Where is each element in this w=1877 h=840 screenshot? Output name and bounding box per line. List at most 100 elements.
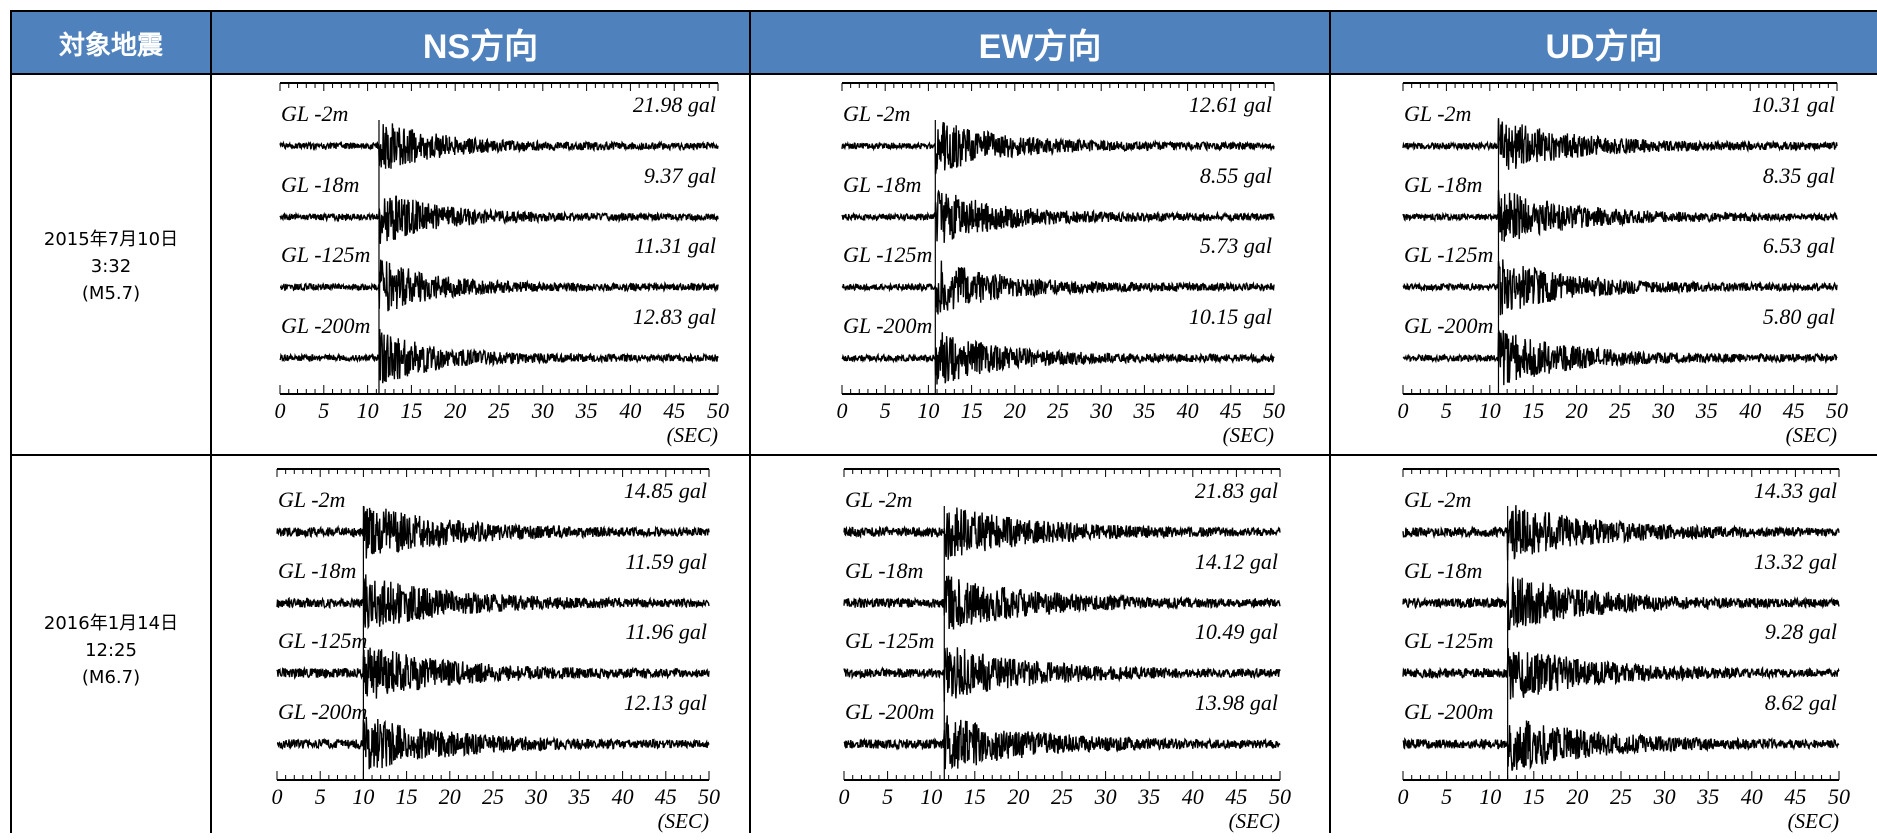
x-tick-label: 30	[524, 784, 547, 809]
seismic-trace	[279, 259, 719, 312]
x-tick-label: 50	[707, 398, 729, 423]
table-col-divider-3	[1329, 10, 1331, 833]
depth-label: GL -18m	[278, 558, 356, 583]
depth-label: GL -200m	[845, 699, 934, 724]
depth-label: GL -125m	[281, 242, 370, 267]
depth-label: GL -125m	[843, 242, 932, 267]
x-tick-label: 35	[1695, 398, 1718, 423]
x-tick-label: 35	[1137, 784, 1160, 809]
event-magnitude: (M5.7)	[81, 283, 141, 304]
x-tick-label: 50	[698, 784, 720, 809]
peak-acceleration-label: 10.31 gal	[1752, 92, 1835, 117]
x-tick-label: 10	[917, 398, 939, 423]
x-tick-label: 45	[1783, 398, 1805, 423]
seismic-trace	[276, 716, 710, 770]
event-time: 3:32	[90, 256, 132, 277]
x-tick-label: 15	[396, 784, 418, 809]
seismogram-panel-2015-ew: 0 5 10 15 20 25 30 35 40 45 50(SEC) GL -2m 12.61 gal…	[837, 82, 1285, 447]
peak-acceleration-label: 9.28 gal	[1765, 619, 1837, 644]
x-tick-label: 40	[1739, 398, 1761, 423]
depth-label: GL -2m	[1404, 101, 1471, 126]
x-tick-label: 50	[1826, 398, 1848, 423]
x-tick-label: 25	[1610, 784, 1632, 809]
depth-label: GL -125m	[1404, 628, 1493, 653]
table-border-left	[10, 10, 12, 833]
seismic-trace	[279, 195, 719, 244]
x-tick-label: 30	[1089, 398, 1112, 423]
peak-acceleration-label: 9.37 gal	[644, 163, 716, 188]
x-tick-label: 5	[318, 398, 329, 423]
seismic-trace	[841, 332, 1275, 385]
peak-acceleration-label: 10.15 gal	[1189, 304, 1272, 329]
seismic-trace	[843, 575, 1281, 630]
depth-label: GL -200m	[278, 699, 367, 724]
seismic-trace	[841, 122, 1275, 175]
seismic-trace	[1402, 648, 1840, 700]
header-ew-direction: EW方向	[751, 12, 1329, 74]
x-tick-label: 10	[352, 784, 374, 809]
x-tick-label: 10	[1479, 784, 1501, 809]
seismogram-panel-2016-ew: 0 5 10 15 20 25 30 35 40 45 50(SEC) GL -2m 21.83 gal…	[839, 468, 1291, 833]
x-tick-label: 15	[964, 784, 986, 809]
depth-label: GL -2m	[845, 487, 912, 512]
depth-label: GL -18m	[1404, 558, 1482, 583]
x-tick-label: 45	[663, 398, 685, 423]
peak-acceleration-label: 12.13 gal	[624, 690, 707, 715]
x-tick-label: 50	[1828, 784, 1850, 809]
seismic-trace	[1402, 720, 1840, 771]
row-label-event-2016: 2016年1月14日 12:25 (M6.7)	[12, 610, 210, 691]
peak-acceleration-label: 21.83 gal	[1195, 478, 1278, 503]
peak-acceleration-label: 14.12 gal	[1195, 549, 1278, 574]
x-tick-label: 15	[1522, 398, 1544, 423]
x-tick-label: 25	[1047, 398, 1069, 423]
row-label-event-2015: 2015年7月10日 3:32 (M5.7)	[12, 226, 210, 307]
x-tick-label: 0	[839, 784, 850, 809]
event-date: 2015年7月10日	[43, 229, 179, 250]
peak-acceleration-label: 12.83 gal	[633, 304, 716, 329]
table-col-divider-2	[749, 10, 751, 833]
table-border-header-bottom	[10, 73, 1877, 75]
x-tick-label: 40	[1182, 784, 1204, 809]
depth-label: GL -125m	[845, 628, 934, 653]
x-tick-label: 40	[1741, 784, 1763, 809]
peak-acceleration-label: 5.73 gal	[1200, 233, 1272, 258]
seismic-trace	[841, 189, 1275, 243]
x-tick-label: 0	[275, 398, 286, 423]
seismic-trace	[843, 647, 1281, 702]
peak-acceleration-label: 11.31 gal	[635, 233, 716, 258]
header-target-earthquake: 対象地震	[12, 12, 210, 74]
depth-label: GL -125m	[278, 628, 367, 653]
event-time: 12:25	[85, 640, 137, 661]
x-tick-label: 40	[612, 784, 634, 809]
x-tick-label: 25	[488, 398, 510, 423]
x-tick-label: 35	[575, 398, 598, 423]
peak-acceleration-label: 14.85 gal	[624, 478, 707, 503]
x-unit-label: (SEC)	[1786, 423, 1837, 447]
depth-label: GL -125m	[1404, 242, 1493, 267]
seismic-trace	[841, 260, 1275, 315]
table-border-top	[10, 10, 1877, 12]
peak-acceleration-label: 14.33 gal	[1754, 478, 1837, 503]
x-unit-label: (SEC)	[1788, 809, 1839, 833]
x-tick-label: 30	[1653, 784, 1676, 809]
seismogram-panel-2016-ud: 0 5 10 15 20 25 30 35 40 45 50(SEC) GL -2m 14.33 gal…	[1398, 468, 1850, 833]
x-tick-label: 20	[1566, 398, 1588, 423]
depth-label: GL -200m	[1404, 699, 1493, 724]
x-tick-label: 25	[1609, 398, 1631, 423]
x-tick-label: 10	[357, 398, 379, 423]
seismic-trace	[1402, 118, 1838, 170]
seismic-trace	[279, 123, 719, 169]
x-tick-label: 0	[1398, 784, 1409, 809]
x-tick-label: 0	[1398, 398, 1409, 423]
peak-acceleration-label: 13.98 gal	[1195, 690, 1278, 715]
x-unit-label: (SEC)	[667, 423, 718, 447]
seismic-trace	[843, 507, 1281, 560]
peak-acceleration-label: 8.62 gal	[1765, 690, 1837, 715]
x-tick-label: 0	[837, 398, 848, 423]
x-tick-label: 35	[1696, 784, 1719, 809]
peak-acceleration-label: 5.80 gal	[1763, 304, 1835, 329]
depth-label: GL -18m	[843, 172, 921, 197]
x-tick-label: 5	[1441, 398, 1452, 423]
x-tick-label: 0	[272, 784, 283, 809]
